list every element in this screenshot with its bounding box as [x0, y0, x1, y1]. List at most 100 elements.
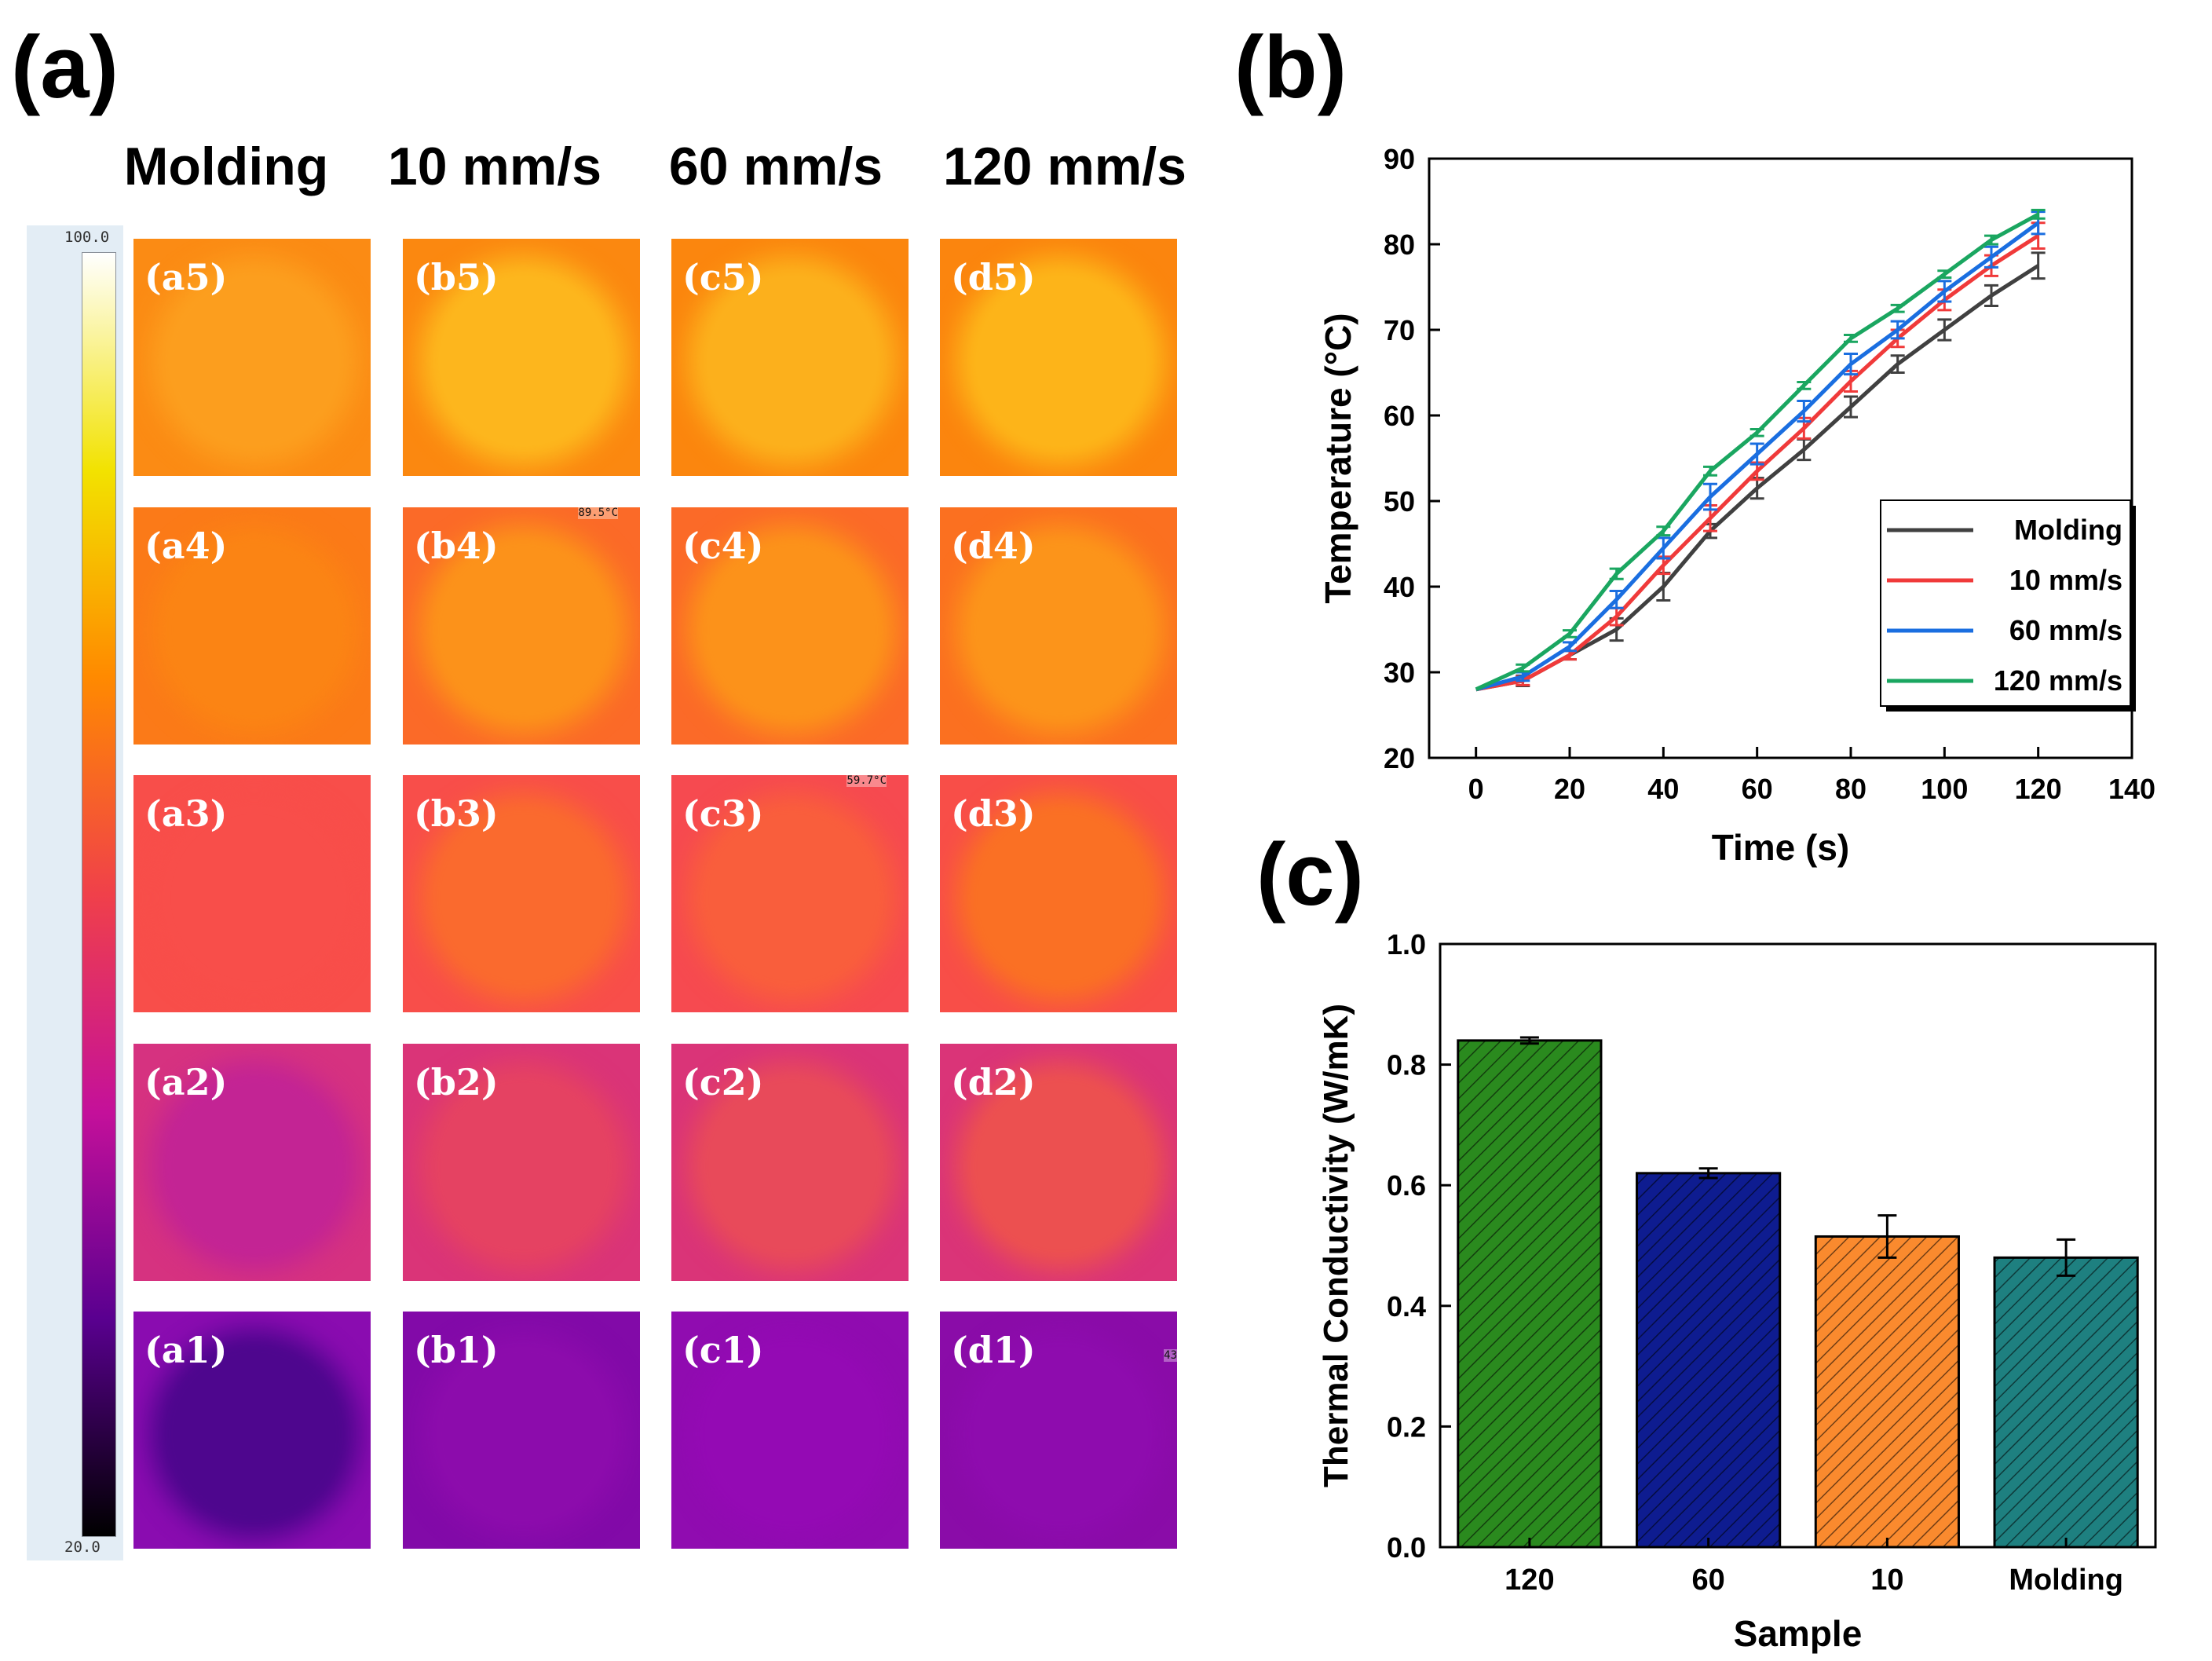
column-header-60mms: 60 mm/s: [668, 137, 883, 196]
panel-a-label: (a): [11, 18, 119, 116]
heated-sample-spot: [970, 539, 1152, 721]
thermal-image-c3: (c3) 59.7°C: [671, 775, 909, 1012]
thermal-image-a5: (a5): [133, 239, 371, 476]
thermal-image-b3: (b3): [403, 775, 640, 1012]
thermal-image-label: (a3): [144, 792, 228, 835]
heated-sample-spot: [701, 539, 883, 721]
heated-sample-spot: [163, 270, 346, 452]
thermal-image-label: (b5): [414, 256, 499, 298]
x-tick-label: 100: [1921, 773, 1968, 805]
column-header-10mms: 10 mm/s: [387, 137, 602, 196]
column-header-120mms: 120 mm/s: [943, 137, 1186, 196]
heated-sample-spot: [163, 1343, 346, 1525]
thermal-image-a3: (a3): [133, 775, 371, 1012]
heated-sample-spot: [433, 1075, 615, 1257]
y-axis-label: Thermal Conductivity (W/mK): [1317, 1004, 1355, 1487]
colorbar-min-label: 20.0: [64, 1538, 101, 1556]
thermal-image-label: (b1): [414, 1329, 499, 1371]
thermal-image-label: (a4): [144, 525, 228, 567]
y-tick-label: 90: [1384, 143, 1415, 175]
thermal-image-a4: (a4): [133, 507, 371, 745]
x-tick-label: Molding: [2009, 1564, 2123, 1597]
y-axis-label: Temperature (°C): [1318, 313, 1358, 603]
thermal-image-c1: (c1): [671, 1312, 909, 1549]
heated-sample-spot: [970, 1343, 1152, 1525]
x-axis-label: Time (s): [1712, 827, 1850, 868]
thermal-image-label: (d3): [951, 792, 1036, 835]
thermal-image-label: (c5): [682, 256, 764, 298]
x-tick-label: 20: [1554, 773, 1585, 805]
y-tick-label: 60: [1384, 400, 1415, 432]
x-tick-label: 0: [1468, 773, 1484, 805]
legend-label: Molding: [2014, 514, 2122, 546]
temperature-readout: 89.5°C: [578, 507, 618, 519]
heated-sample-spot: [701, 1075, 883, 1257]
thermal-image-label: (c4): [682, 525, 764, 567]
thermal-image-label: (a5): [144, 256, 228, 298]
thermal-image-a2: (a2): [133, 1044, 371, 1281]
heated-sample-spot: [701, 1343, 883, 1525]
thermal-image-c2: (c2): [671, 1044, 909, 1281]
legend-box: [1880, 499, 2131, 707]
thermal-image-label: (c2): [682, 1061, 764, 1103]
y-tick-label: 0.2: [1387, 1410, 1426, 1443]
thermal-conductivity-bar-chart: 0.0 0.2 0.4 0.6 0.8 1.0 120 60 10 Molding Sample Th…: [1317, 928, 2157, 1654]
thermal-image-label: (c1): [682, 1329, 764, 1371]
heated-sample-spot: [433, 270, 615, 452]
bar-2: [1814, 1235, 1960, 1549]
panel-c-label: (c): [1256, 825, 1364, 924]
legend-label: 60 mm/s: [2009, 614, 2122, 646]
colorbar-max-label: 100.0: [64, 229, 110, 246]
y-tick-label: 40: [1384, 571, 1415, 603]
heated-sample-spot: [163, 1075, 346, 1257]
heated-sample-spot: [433, 1343, 615, 1525]
heated-sample-spot: [433, 807, 615, 989]
y-tick-label: 70: [1384, 314, 1415, 346]
thermal-image-b4: (b4) 89.5°C: [403, 507, 640, 745]
y-tick-label: 30: [1384, 657, 1415, 689]
thermal-image-b1: (b1): [403, 1312, 640, 1549]
column-header-molding: Molding: [123, 137, 329, 196]
legend-label: 10 mm/s: [2009, 564, 2122, 596]
x-tick-label: 120: [1505, 1564, 1554, 1597]
thermal-image-b5: (b5): [403, 239, 640, 476]
y-tick-label: 0.6: [1387, 1169, 1426, 1202]
heated-sample-spot: [433, 539, 615, 721]
thermal-image-label: (b4): [414, 525, 499, 567]
heated-sample-spot: [970, 1075, 1152, 1257]
heated-sample-spot: [701, 807, 883, 989]
heated-sample-spot: [701, 270, 883, 452]
thermal-image-label: (d4): [951, 525, 1036, 567]
thermal-image-label: (c3): [682, 792, 764, 835]
y-tick-label: 0.0: [1387, 1531, 1426, 1564]
y-tick-label: 0.4: [1387, 1290, 1426, 1323]
thermal-image-a1: (a1): [133, 1312, 371, 1549]
x-tick-label: 120: [2015, 773, 2062, 805]
x-tick-label: 60: [1691, 1564, 1724, 1597]
thermal-image-label: (a1): [144, 1329, 228, 1371]
y-tick-label: 20: [1384, 742, 1415, 774]
thermal-image-d2: (d2): [940, 1044, 1177, 1281]
plot-frame: [1428, 157, 2133, 759]
x-tick-label: 10: [1870, 1564, 1903, 1597]
x-tick-label: 140: [2108, 773, 2155, 805]
x-axis-label: Sample: [1734, 1613, 1863, 1654]
thermal-image-c5: (c5): [671, 239, 909, 476]
thermal-image-b2: (b2): [403, 1044, 640, 1281]
bar-0: [1457, 1039, 1603, 1549]
thermal-image-label: (a2): [144, 1061, 228, 1103]
bar-3: [1993, 1256, 2139, 1549]
temperature-readout: 59.7°C: [846, 775, 887, 787]
panel-b-label: (b): [1234, 18, 1347, 116]
x-tick-label: 80: [1835, 773, 1866, 805]
y-tick-label: 80: [1384, 229, 1415, 261]
y-tick-label: 1.0: [1387, 928, 1426, 960]
heated-sample-spot: [163, 807, 346, 989]
x-tick-label: 40: [1647, 773, 1679, 805]
thermal-colorbar: 100.0 20.0: [27, 225, 123, 1560]
thermal-image-d5: (d5): [940, 239, 1177, 476]
thermal-image-label: (d1): [951, 1329, 1036, 1371]
colorbar-gradient: [82, 252, 116, 1537]
legend-label: 120 mm/s: [1994, 664, 2122, 697]
y-tick-label: 50: [1384, 485, 1415, 518]
